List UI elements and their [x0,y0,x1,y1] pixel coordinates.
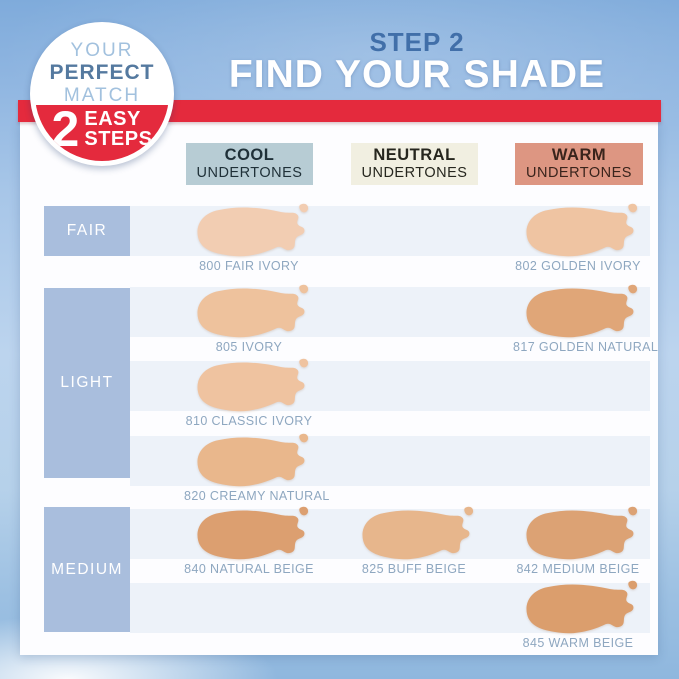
shade-label: 820 CREAMY NATURAL [184,489,330,503]
badge-red-section: 2 EASY STEPS [35,101,169,161]
badge-inner-circle: YOUR PERFECT MATCH 2 EASY STEPS [35,27,169,161]
badge-top-text: YOUR PERFECT MATCH [35,40,169,106]
shade-swatch-820: 820 CREAMY NATURAL [184,431,330,503]
shade-swatch-845: 845 WARM BEIGE [513,578,643,650]
shade-label: 845 WARM BEIGE [522,636,634,650]
shade-swatch-842: 842 MEDIUM BEIGE [513,504,643,576]
column-header-cool-line1: COOL [224,146,275,165]
shade-label: 805 IVORY [215,340,283,354]
foundation-smear-icon [188,201,310,262]
row-label-fair: FAIR [44,206,130,256]
shade-swatch-825: 825 BUFF BEIGE [349,504,479,576]
shade-label: 825 BUFF BEIGE [361,562,467,576]
badge-number: 2 [51,101,80,158]
foundation-smear-icon [188,282,310,343]
column-header-neutral-line2: UNDERTONES [361,165,468,182]
badge-steps: STEPS [84,127,153,150]
shade-label: 817 GOLDEN NATURAL [513,340,659,354]
badge-line-match: MATCH [63,84,141,106]
foundation-smear-icon [517,578,639,639]
shade-swatch-800: 800 FAIR IVORY [184,201,314,273]
red-accent-band [18,100,661,122]
shade-label: 840 NATURAL BEIGE [184,562,314,576]
step-label: STEP 2 [369,27,465,57]
shade-swatch-802: 802 GOLDEN IVORY [513,201,643,273]
column-header-cool-line2: UNDERTONES [196,165,303,182]
foundation-smear-icon [517,201,639,262]
shade-swatch-805: 805 IVORY [184,282,314,354]
shade-label: 802 GOLDEN IVORY [515,259,641,273]
shade-swatch-810: 810 CLASSIC IVORY [184,356,314,428]
column-header-warm-line1: WARM [551,146,607,165]
column-header-neutral: NEUTRAL UNDERTONES [351,143,478,185]
column-header-warm: WARM UNDERTONES [515,143,643,185]
row-label-medium: MEDIUM [44,507,130,632]
column-header-warm-line2: UNDERTONES [526,165,632,182]
badge-line-perfect: PERFECT [49,61,155,85]
perfect-match-badge: YOUR PERFECT MATCH 2 EASY STEPS [30,22,174,166]
row-label-light: LIGHT [44,288,130,478]
shade-swatch-817: 817 GOLDEN NATURAL [513,282,659,354]
page-title: FIND YOUR SHADE [228,53,606,96]
foundation-smear-icon [517,504,639,565]
shade-label: 810 CLASSIC IVORY [185,414,313,428]
shade-swatch-840: 840 NATURAL BEIGE [184,504,314,576]
foundation-smear-icon [517,282,639,343]
foundation-smear-icon [188,431,310,492]
column-header-cool: COOL UNDERTONES [186,143,313,185]
shade-label: 842 MEDIUM BEIGE [516,562,640,576]
foundation-smear-icon [188,356,310,417]
badge-easy: EASY [84,107,141,130]
foundation-smear-icon [188,504,310,565]
badge-steps-text: EASY STEPS [84,109,152,149]
badge-line-your: YOUR [70,40,134,61]
column-header-neutral-line1: NEUTRAL [373,146,456,165]
foundation-smear-icon [353,504,475,565]
shade-label: 800 FAIR IVORY [199,259,299,273]
